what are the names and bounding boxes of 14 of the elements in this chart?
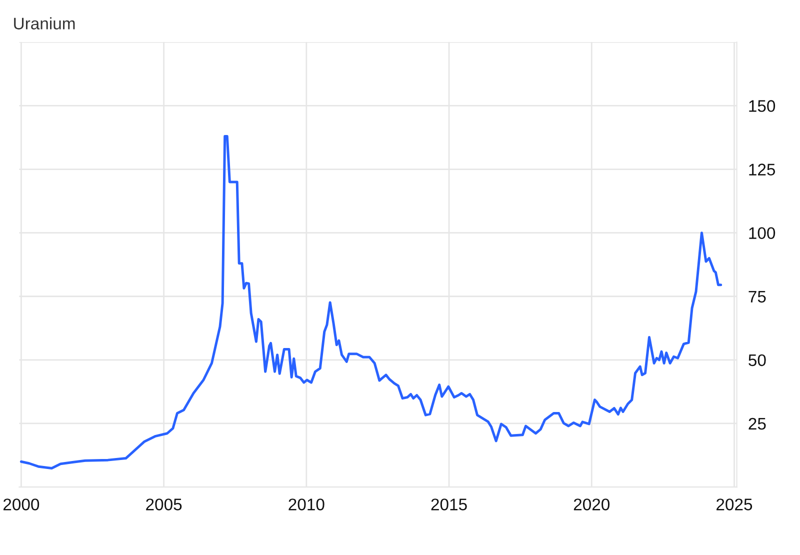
x-tick-label: 2000: [4, 498, 40, 510]
y-tick-label: 50: [748, 354, 766, 366]
y-tick-label: 75: [748, 290, 766, 303]
y-tick-label: 25: [748, 418, 766, 430]
chart-title: Uranium: [14, 17, 75, 30]
x-tick-label: 2005: [146, 498, 182, 510]
line-series: [20, 134, 722, 470]
x-tick-label: 2015: [431, 498, 467, 510]
y-tick-label: 150: [749, 100, 776, 112]
x-tick-label: 2010: [288, 498, 324, 510]
y-tick-label: 100: [749, 227, 776, 240]
x-tick-label: 2025: [716, 498, 752, 510]
y-tick-label: 125: [749, 164, 776, 176]
x-tick-label: 2020: [574, 498, 610, 510]
